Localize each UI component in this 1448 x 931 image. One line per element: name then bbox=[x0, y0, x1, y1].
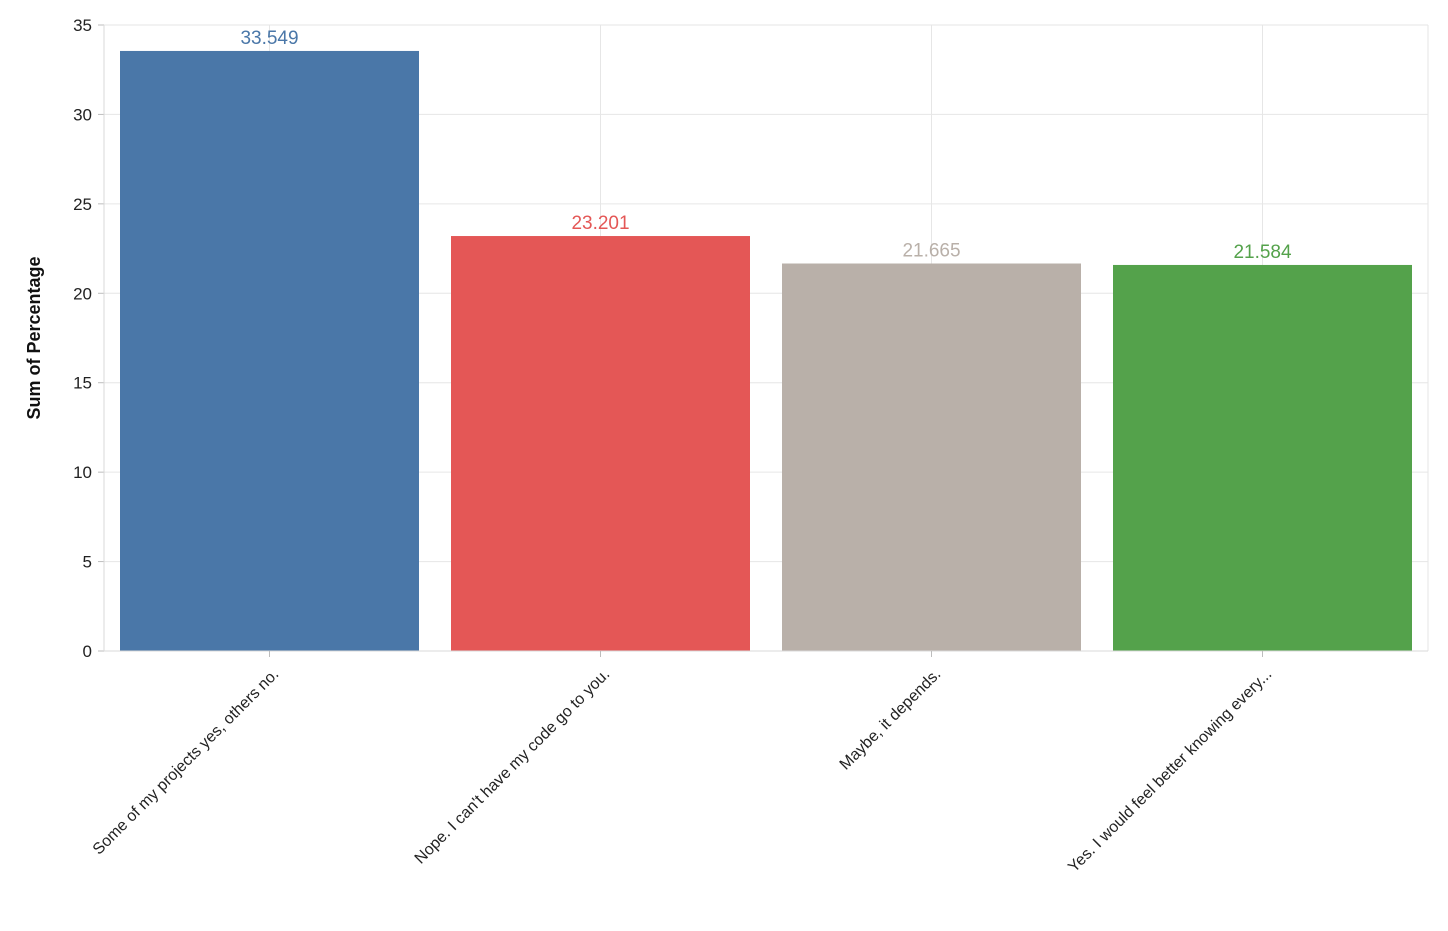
y-tick-label: 0 bbox=[83, 642, 92, 661]
y-tick-label: 30 bbox=[73, 105, 92, 124]
x-tick-label: Some of my projects yes, others no. bbox=[90, 666, 282, 858]
y-tick-label: 20 bbox=[73, 284, 92, 303]
x-tick-label: Maybe, it depends. bbox=[837, 666, 945, 774]
bar bbox=[120, 50, 419, 652]
x-tick-label: Yes. I would feel better knowing every..… bbox=[1065, 666, 1275, 876]
bar bbox=[1113, 264, 1412, 651]
axes bbox=[98, 24, 1428, 657]
y-axis-title: Sum of Percentage bbox=[24, 256, 44, 419]
bar bbox=[782, 263, 1081, 651]
y-tick-label: 35 bbox=[73, 16, 92, 35]
bar-value-label: 23.201 bbox=[571, 213, 629, 234]
bar-value-label: 21.584 bbox=[1233, 242, 1292, 263]
bar-value-label: 33.549 bbox=[240, 28, 298, 49]
y-tick-label: 15 bbox=[73, 374, 92, 393]
bar-value-label: 21.665 bbox=[902, 241, 960, 262]
y-tick-label: 25 bbox=[73, 195, 92, 214]
x-tick-label: Nope. I can't have my code go to you. bbox=[412, 666, 614, 868]
y-tick-label: 5 bbox=[83, 553, 92, 572]
y-tick-label: 10 bbox=[73, 463, 92, 482]
bars bbox=[120, 50, 1412, 652]
bar bbox=[451, 236, 750, 651]
